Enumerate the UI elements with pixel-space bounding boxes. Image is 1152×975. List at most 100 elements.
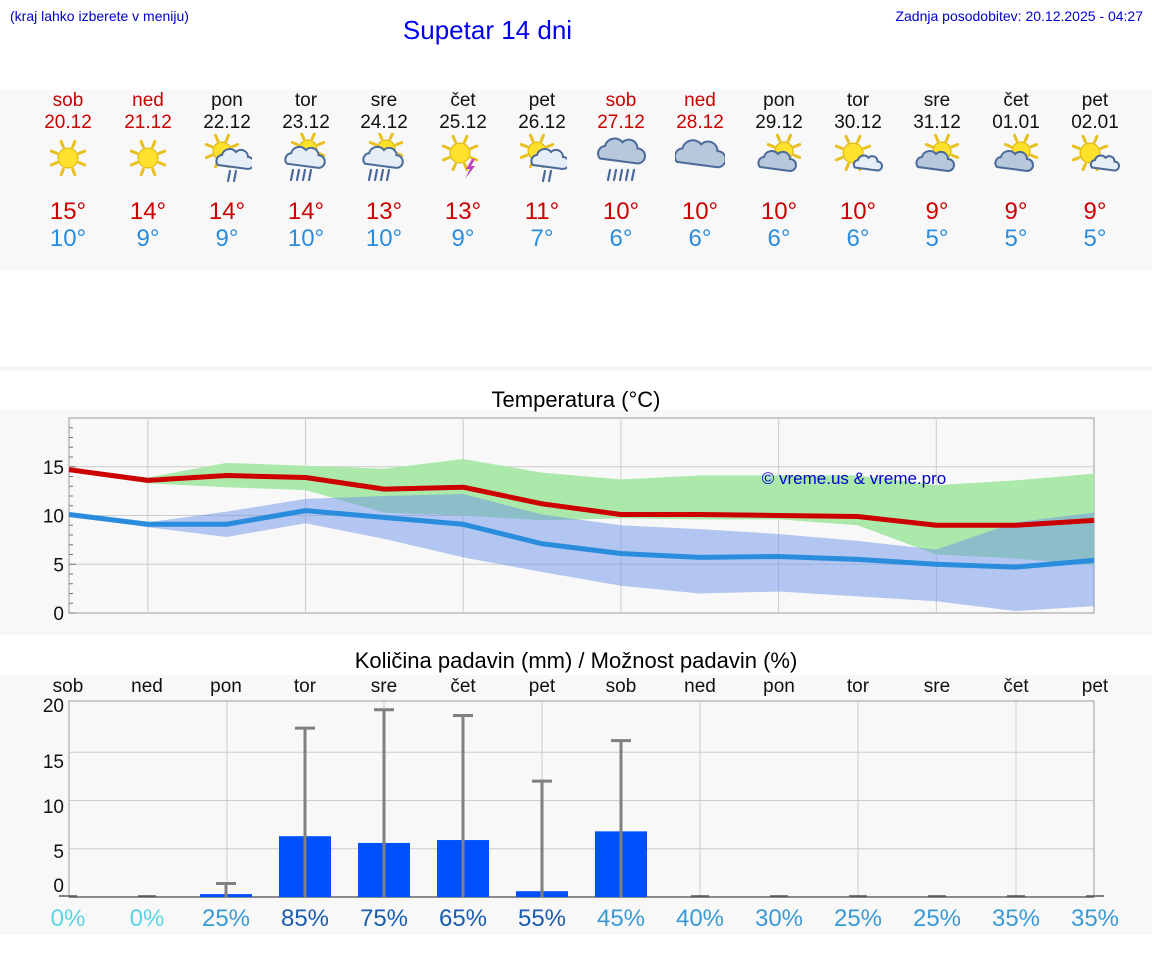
sun-thunder-icon [441, 134, 479, 179]
min-temperature: 10° [49, 225, 87, 252]
precipitation-probability: 30% [754, 905, 804, 932]
day-name: pet [1081, 90, 1109, 111]
sun-cloud-drizzle-icon [204, 133, 252, 183]
max-temperature: 14° [287, 198, 325, 225]
cloud-rain-icon [597, 137, 646, 182]
day-date: 30.12 [834, 112, 882, 133]
max-temperature: 10° [602, 198, 640, 225]
y-tick-label: 20 [43, 696, 64, 717]
max-temperature: 14° [129, 198, 167, 225]
forecast-day: pet 26.12 11° 7° [502, 90, 582, 265]
min-temperature: 9° [215, 225, 239, 252]
precipitation-probability: 65% [438, 905, 488, 932]
temperature-chart-title: Temperatura (°C) [491, 387, 661, 412]
max-temperature: 10° [760, 198, 798, 225]
forecast-day: sre 24.12 13° 10° [344, 90, 424, 265]
precipitation-day-label: pet [528, 676, 556, 697]
y-tick-label: 15 [43, 752, 64, 773]
precipitation-day-label: čet [1003, 676, 1029, 697]
min-temperature: 9° [136, 225, 160, 252]
sun-cloud-icon [994, 133, 1039, 173]
precipitation-probability: 0% [129, 905, 165, 932]
min-temperature: 10° [287, 225, 325, 252]
forecast-day: čet 01.01 9° 5° [976, 90, 1056, 265]
precipitation-probability: 25% [201, 905, 251, 932]
sun-cloud-drizzle-icon [519, 133, 567, 183]
forecast-day: tor 23.12 14° 10° [266, 90, 346, 265]
precipitation-probability: 75% [359, 905, 409, 932]
day-name: pon [211, 90, 243, 111]
precipitation-day-label: tor [846, 676, 870, 697]
min-temperature: 5° [1083, 225, 1107, 252]
day-name: čet [1003, 90, 1029, 111]
day-name: sre [370, 90, 398, 111]
max-temperature: 10° [839, 198, 877, 225]
precipitation-day-label: ned [684, 676, 716, 697]
min-temperature-line [68, 508, 1095, 570]
precipitation-day-label: pon [210, 676, 242, 697]
max-temperature: 9° [1004, 198, 1028, 225]
y-tick-label: 5 [53, 842, 64, 863]
day-date: 29.12 [755, 112, 803, 133]
day-name: pet [528, 90, 556, 111]
min-temperature: 6° [846, 225, 870, 252]
max-temperature-line [68, 467, 1095, 528]
forecast-day: sob 27.12 10° 6° [581, 90, 661, 265]
max-temperature: 13° [444, 198, 482, 225]
day-date: 27.12 [597, 112, 645, 133]
day-name: sob [52, 90, 84, 111]
day-date: 23.12 [282, 112, 330, 133]
max-temperature: 9° [1083, 198, 1107, 225]
day-date: 22.12 [203, 112, 251, 133]
precipitation-chart: 0 5 10 15 20 [43, 696, 1104, 898]
divider [0, 366, 1152, 371]
y-tick-label: 15 [43, 458, 64, 479]
forecast-day: pet 02.01 9° 5° [1055, 90, 1135, 265]
max-temperature: 13° [365, 198, 403, 225]
day-date: 24.12 [360, 112, 408, 133]
min-temperature: 5° [925, 225, 949, 252]
day-date: 25.12 [439, 112, 487, 133]
day-name: čet [450, 90, 476, 111]
forecast-day: pon 29.12 10° 6° [739, 90, 819, 265]
max-temperature: 15° [49, 198, 87, 225]
sun-cloud-rain-icon [284, 133, 326, 182]
forecast-strip [0, 90, 1152, 270]
plot-area [68, 700, 1095, 898]
sun-cloud-icon [757, 133, 802, 173]
temperature-chart: 0 5 10 15 © vreme.us & vreme.pro [43, 417, 1095, 625]
forecast-day: pon 22.12 14° 9° [187, 90, 267, 265]
day-name: tor [846, 90, 870, 111]
day-name: tor [294, 90, 318, 111]
precipitation-probability: 85% [280, 905, 330, 932]
day-name: ned [132, 90, 164, 111]
precipitation-probability: 25% [912, 905, 962, 932]
sun-icon [49, 139, 87, 177]
day-name: sre [923, 90, 951, 111]
y-tick-label: 10 [43, 507, 64, 528]
precipitation-day-label: sre [923, 676, 951, 697]
min-temperature: 7° [530, 225, 554, 252]
y-tick-label: 0 [53, 876, 64, 897]
forecast-day: ned 28.12 10° 6° [660, 90, 740, 265]
forecast-day: ned 21.12 14° 9° [108, 90, 188, 265]
y-tick-label: 0 [53, 604, 64, 625]
precipitation-day-label: pet [1081, 676, 1109, 697]
max-temperature: 14° [208, 198, 246, 225]
max-temperature: 11° [524, 198, 560, 225]
sun-small-cloud-icon [1071, 134, 1120, 172]
page-title: Supetar 14 dni [402, 15, 573, 45]
day-date: 28.12 [676, 112, 724, 133]
day-name: ned [684, 90, 716, 111]
last-update: Zadnja posodobitev: 20.12.2025 - 04:27 [895, 8, 1143, 24]
min-temperature: 6° [767, 225, 791, 252]
forecast-day: sob 20.12 15° 10° [28, 90, 108, 265]
precipitation-day-label: ned [131, 676, 163, 697]
day-date: 02.01 [1071, 112, 1119, 133]
sun-icon [129, 139, 167, 177]
y-tick-label: 5 [53, 555, 64, 576]
min-temperature: 6° [609, 225, 633, 252]
cloud-icon [675, 139, 725, 169]
day-name: sob [605, 90, 637, 111]
copyright-watermark: © vreme.us & vreme.pro [762, 469, 946, 488]
